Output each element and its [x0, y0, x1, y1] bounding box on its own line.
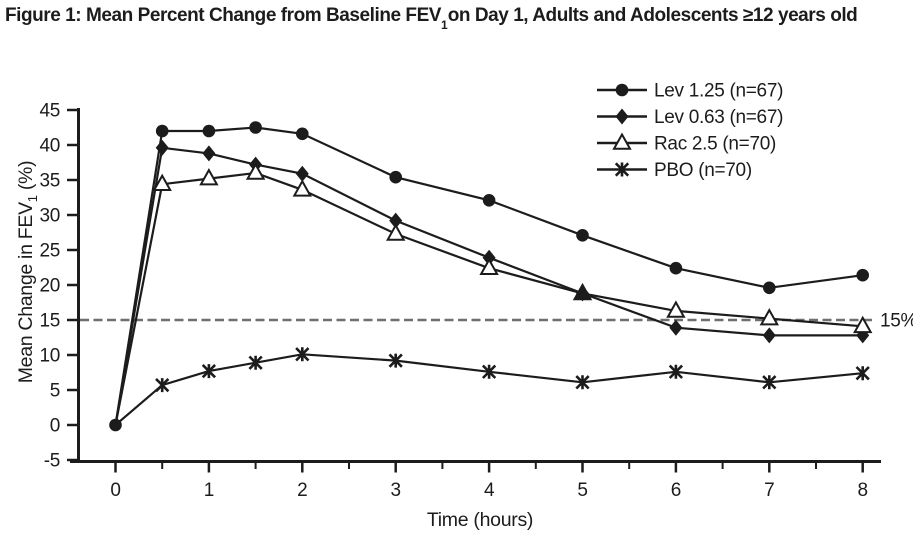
data-point-marker [576, 229, 589, 242]
figure-title-suffix: on Day 1, Adults and Adolescents ≥12 yea… [447, 5, 858, 26]
legend-item-lev-0-63-n-67: Lev 0.63 (n=67) [597, 107, 783, 128]
y-tick-label: 20 [39, 276, 60, 297]
x-tick-label: 4 [484, 480, 495, 501]
legend: Lev 1.25 (n=67) Lev 0.63 (n=67) Rac 2.5 (n… [597, 81, 783, 181]
data-point-marker [199, 168, 219, 186]
y-tick-label: 5 [50, 381, 60, 402]
data-point-marker [296, 127, 309, 141]
data-point-marker [292, 179, 313, 197]
legend-marker [612, 132, 632, 150]
x-tick-label: 8 [858, 480, 868, 501]
legend-item-pbo-n-70: PBO (n=70) [597, 160, 752, 181]
data-point-marker [572, 282, 593, 301]
y-tick-label: 25 [39, 241, 60, 262]
data-point-marker [388, 353, 403, 368]
data-point-marker [482, 194, 496, 207]
y-axis-title: Mean Change in FEV1 (%) [15, 161, 40, 384]
data-point-marker [201, 363, 217, 379]
data-point-marker [389, 212, 403, 229]
x-tick-label: 2 [297, 480, 307, 501]
series-line [114, 171, 863, 426]
data-point-marker [762, 327, 776, 344]
legend-label: PBO (n=70) [654, 160, 752, 181]
data-point-marker [295, 165, 309, 182]
legend-item-rac-2-5-n-70: Rac 2.5 (n=70) [597, 132, 776, 155]
series-pbo-n-70 [114, 347, 870, 426]
x-tick-label: 1 [204, 480, 214, 501]
figure-title-text: Figure 1: Mean Percent Change from Basel… [5, 5, 442, 26]
data-point-marker [666, 300, 686, 318]
series-lev-0-63-n-67 [114, 139, 870, 426]
data-point-marker [852, 315, 873, 334]
x-axis: 0 1 2 3 4 5 6 7 8 [110, 461, 868, 501]
data-point-marker [856, 268, 869, 282]
data-point-marker [152, 173, 172, 191]
y-tick-label: -5 [44, 451, 60, 472]
y-axis: -5 0 5 10 15 20 25 30 35 40 45 [39, 101, 79, 472]
legend-label: Rac 2.5 (n=70) [654, 134, 776, 155]
data-point-marker [155, 124, 169, 138]
data-point-marker [855, 366, 870, 381]
legend-marker [615, 83, 629, 97]
x-tick-label: 3 [391, 480, 401, 501]
data-point-marker [248, 355, 263, 370]
legend-marker [614, 162, 630, 177]
legend-marker [615, 108, 629, 125]
data-point-marker [245, 162, 266, 180]
reference-line-label: 15% [880, 311, 913, 332]
data-point-marker [202, 145, 216, 162]
legend-label: Lev 0.63 (n=67) [654, 107, 783, 128]
series-lev-1-25-n-67 [109, 121, 869, 432]
figure-title-subscript: 1 [441, 17, 448, 32]
legend-label: Lev 1.25 (n=67) [654, 81, 783, 102]
y-tick-label: 10 [39, 346, 60, 367]
data-point-marker [759, 308, 780, 326]
data-point-marker [669, 261, 683, 275]
y-tick-label: 30 [39, 206, 60, 227]
data-point-marker [763, 281, 776, 295]
y-tick-label: 15 [39, 311, 60, 332]
y-tick-label: 35 [39, 171, 60, 192]
data-point-marker [481, 364, 497, 379]
data-point-marker [249, 121, 262, 134]
data-point-marker [669, 319, 683, 336]
figure-title: Figure 1: Mean Percent Change from Basel… [5, 5, 858, 31]
y-tick-label: 40 [39, 136, 60, 157]
x-axis-title: Time (hours) [427, 509, 533, 531]
series-line [114, 146, 863, 426]
series-rac-2-5-n-70 [114, 162, 873, 426]
legend-item-lev-1-25-n-67: Lev 1.25 (n=67) [597, 81, 783, 102]
data-point-marker [762, 375, 777, 390]
data-point-marker [668, 364, 684, 379]
data-point-marker [575, 375, 590, 390]
x-tick-label: 7 [764, 480, 774, 501]
data-point-marker [155, 377, 170, 393]
data-point-marker [385, 223, 406, 241]
data-point-marker [479, 257, 499, 275]
y-tick-label: 0 [50, 416, 60, 437]
data-point-marker [389, 170, 403, 184]
data-point-marker [155, 139, 169, 156]
reference-line: 15% [80, 311, 913, 332]
x-tick-label: 6 [671, 480, 681, 501]
data-point-marker [295, 347, 310, 362]
data-point-marker [202, 124, 216, 138]
x-tick-label: 5 [577, 480, 587, 501]
x-tick-label: 0 [110, 480, 120, 501]
y-tick-label: 45 [39, 101, 60, 122]
